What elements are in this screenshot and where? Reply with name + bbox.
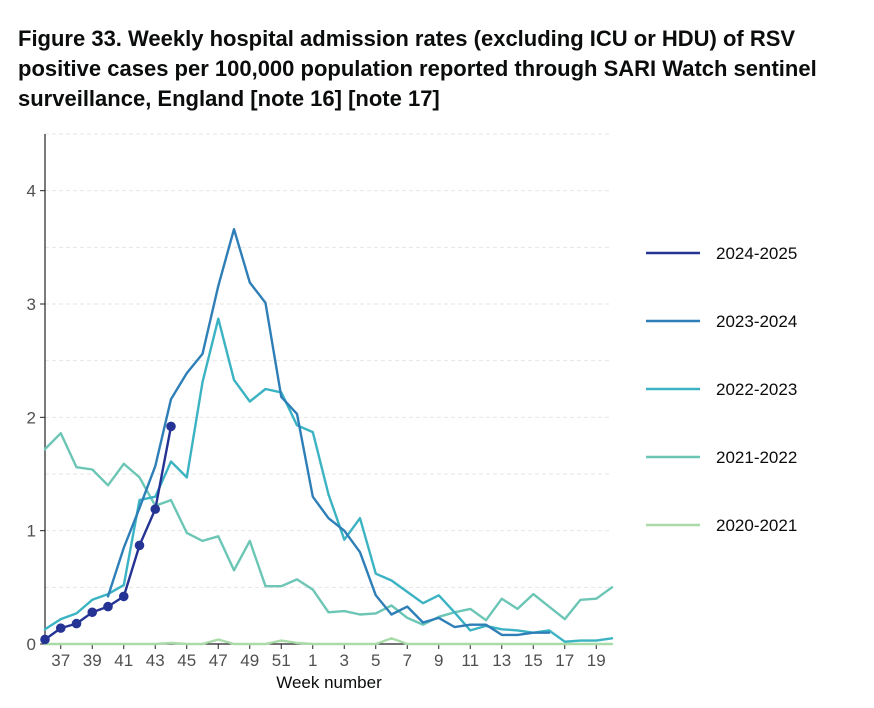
series-line-2021-2022 (43, 432, 614, 626)
y-tick-label: 1 (27, 522, 36, 541)
y-tick-label: 0 (27, 635, 36, 654)
legend-label-2020-2021: 2020-2021 (716, 516, 797, 535)
series-line-2022-2023 (43, 317, 614, 643)
gridlines (45, 133, 612, 588)
x-tick-label: 7 (403, 651, 412, 670)
legend-label-2022-2023: 2022-2023 (716, 380, 797, 399)
data-point-2024-2025 (134, 540, 145, 551)
x-tick-label: 11 (461, 651, 479, 670)
data-point-2024-2025 (166, 421, 176, 432)
x-tick-label: 9 (434, 651, 443, 670)
series-line-2020-2021 (43, 637, 614, 646)
axes (44, 134, 612, 645)
x-tick-label: 43 (146, 651, 165, 670)
data-point-2024-2025 (87, 607, 98, 618)
legend-label-2023-2024: 2023-2024 (716, 312, 797, 331)
x-tick-label: 5 (371, 651, 380, 670)
x-tick-label: 49 (240, 651, 259, 670)
x-axis-ticks: 37 39 41 43 45 47 49 51 1 3 5 7 9 11 13 15 17 19 (51, 644, 606, 670)
data-point-2024-2025 (103, 601, 113, 612)
x-tick-label: 51 (272, 651, 291, 670)
chart-title: Figure 33. Weekly hospital admission rat… (18, 26, 817, 111)
x-tick-label: 3 (340, 651, 349, 670)
data-point-2024-2025 (71, 618, 82, 629)
x-tick-label: 37 (51, 651, 70, 670)
y-axis-ticks: 0 1 2 3 4 (27, 182, 45, 654)
x-tick-label: 19 (587, 651, 606, 670)
x-tick-label: 1 (308, 651, 317, 670)
x-axis-title: Week number (276, 673, 382, 692)
data-point-2024-2025 (150, 504, 161, 514)
x-tick-label: 41 (114, 651, 133, 670)
series-line-2023-2024 (106, 227, 551, 637)
data-point-2024-2025 (118, 591, 129, 602)
data-point-2024-2025 (40, 634, 50, 645)
x-tick-label: 45 (177, 651, 196, 670)
x-tick-label: 47 (209, 651, 228, 670)
x-tick-label: 15 (524, 651, 543, 670)
y-tick-label: 2 (27, 408, 36, 427)
legend-label-2024-2025: 2024-2025 (716, 244, 797, 263)
x-tick-label: 39 (83, 651, 102, 670)
legend-label-2021-2022: 2021-2022 (716, 448, 797, 467)
data-point-2024-2025 (55, 623, 66, 633)
x-tick-label: 17 (555, 651, 574, 670)
y-tick-label: 4 (27, 182, 36, 201)
x-tick-label: 13 (492, 651, 511, 670)
series-markers (40, 421, 176, 645)
series-lines (43, 227, 614, 646)
legend: 2024-2025 2023-2024 2022-2023 2021-2022 2020… (646, 244, 797, 535)
y-tick-label: 3 (27, 295, 36, 314)
